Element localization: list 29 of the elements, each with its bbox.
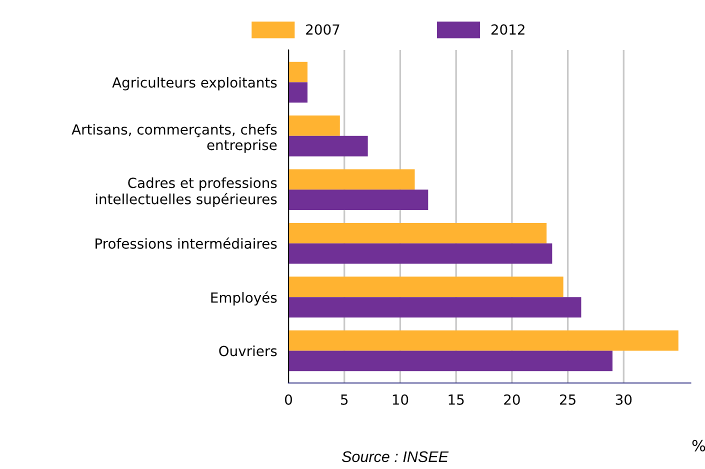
bar — [288, 82, 308, 103]
x-tick-label: 10 — [392, 394, 408, 405]
x-tick-label: 20 — [504, 394, 520, 405]
bar — [288, 190, 428, 210]
legend-label: 2007 — [306, 24, 340, 35]
bar — [288, 169, 415, 190]
y-tick-label: Artisans, commerçants, chefs entreprise — [72, 124, 277, 153]
bar — [288, 222, 547, 244]
y-tick-label: Professions intermédiaires — [96, 238, 277, 249]
x-axis-title: % — [692, 440, 705, 452]
x-tick-label: 0 — [284, 394, 292, 405]
bar — [288, 297, 582, 318]
x-tick-label: 15 — [448, 394, 464, 405]
bar — [288, 276, 564, 298]
x-tick-label: 5 — [341, 394, 348, 405]
source-note: Source : INSEE — [342, 451, 449, 462]
y-tick-label: Employés — [211, 292, 277, 306]
y-tick-label: Cadres et professions intellectuelles supérieures — [96, 177, 277, 208]
legend-label: 2012 — [491, 24, 524, 35]
bar — [288, 62, 308, 82]
bar — [288, 350, 612, 372]
bar — [288, 330, 678, 351]
y-tick-label: Ouvriers — [219, 345, 277, 356]
bar — [288, 116, 340, 136]
x-tick-label: 25 — [560, 394, 576, 405]
x-tick-label: 30 — [616, 394, 632, 405]
bar — [288, 243, 552, 264]
bar — [288, 136, 368, 156]
y-tick-label: Agriculteurs exploitants — [112, 76, 277, 90]
